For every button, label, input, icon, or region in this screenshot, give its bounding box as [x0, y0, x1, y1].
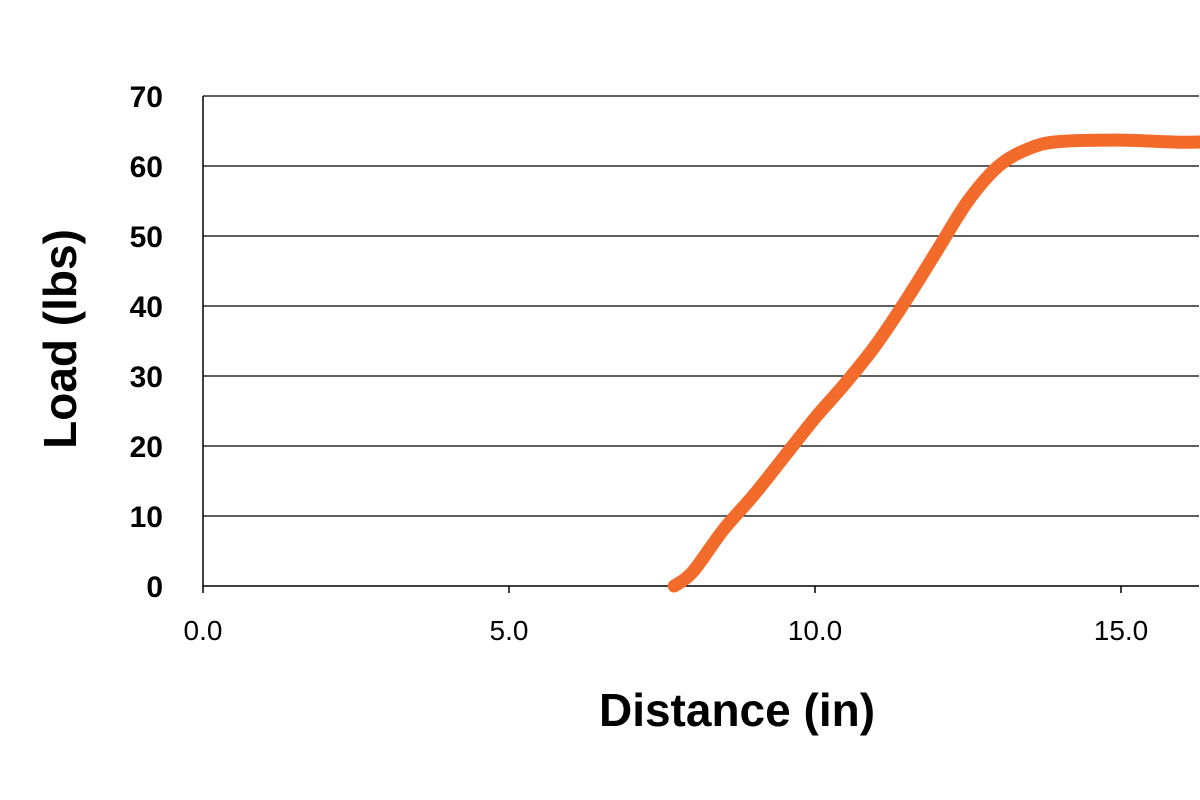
y-tick-label: 40	[130, 291, 163, 324]
y-tick-label: 60	[130, 151, 163, 184]
x-tick-label: 0.0	[184, 615, 223, 646]
series-layer	[667, 133, 1200, 593]
y-tick-label: 70	[130, 81, 163, 114]
x-tick-label: 15.0	[1094, 615, 1149, 646]
y-tick-label: 0	[146, 571, 163, 604]
x-tick-marks	[202, 586, 1122, 593]
x-tick-label: 5.0	[490, 615, 529, 646]
series-line	[667, 133, 1200, 593]
y-tick-label: 30	[130, 361, 163, 394]
y-tick-label: 20	[130, 431, 163, 464]
x-tick-label: 10.0	[788, 615, 843, 646]
y-tick-label: 50	[130, 221, 163, 254]
y-tick-label: 10	[130, 501, 163, 534]
gridlines	[203, 95, 1199, 587]
x-tick-labels: 0.05.010.015.020.025.030.0	[184, 615, 1149, 646]
y-axis-title: Load (lbs)	[34, 229, 86, 449]
y-tick-labels: 0 10 20 30 40 50 60 70	[130, 81, 163, 604]
x-axis-title: Distance (in)	[599, 684, 875, 736]
